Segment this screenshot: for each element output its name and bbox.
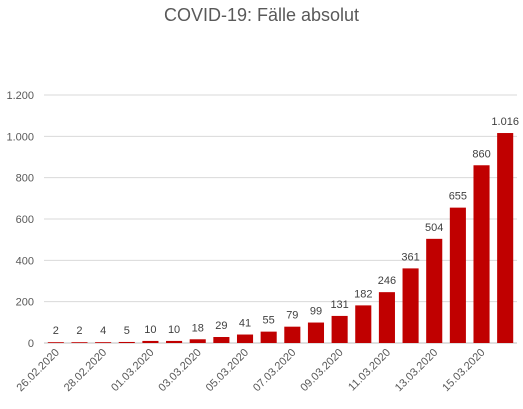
- data-label: 55: [263, 315, 275, 327]
- chart-title: COVID-19: Fälle absolut: [163, 5, 360, 25]
- y-tick-label: 800: [16, 173, 34, 185]
- data-label: 1.016: [491, 116, 519, 128]
- data-label: 655: [449, 191, 467, 203]
- bar: [189, 339, 206, 343]
- x-tick-label: 03.03.2020: [156, 347, 203, 394]
- bar: [71, 342, 88, 343]
- data-label: 131: [330, 299, 348, 311]
- x-tick-label: 09.03.2020: [298, 347, 345, 394]
- y-tick-label: 600: [16, 214, 34, 226]
- bar: [284, 326, 301, 343]
- y-tick-label: 200: [16, 297, 34, 309]
- bar: [47, 342, 64, 343]
- y-tick-label: 1.000: [6, 131, 34, 143]
- data-label: 5: [124, 325, 130, 337]
- bar: [331, 315, 348, 343]
- bar: [213, 337, 230, 343]
- bar: [260, 331, 277, 343]
- bar: [402, 268, 419, 343]
- data-label: 18: [192, 322, 204, 334]
- data-label: 2: [76, 325, 82, 337]
- bar: [95, 342, 112, 343]
- x-tick-label: 13.03.2020: [393, 347, 440, 394]
- data-label: 246: [378, 275, 396, 287]
- data-label: 4: [100, 325, 106, 337]
- bar: [473, 165, 490, 343]
- x-tick-label: 07.03.2020: [251, 347, 298, 394]
- data-label: 29: [215, 320, 227, 332]
- bar: [307, 322, 325, 343]
- data-label: 41: [239, 318, 251, 330]
- y-tick-label: 1.200: [6, 90, 34, 102]
- data-label: 361: [401, 251, 419, 263]
- data-label: 10: [144, 324, 156, 336]
- x-tick-label: 05.03.2020: [204, 347, 251, 394]
- x-tick-label: 15.03.2020: [440, 347, 487, 394]
- data-label: 182: [354, 288, 372, 300]
- x-tick-label: 26.02.2020: [15, 347, 62, 394]
- bar: [118, 341, 135, 343]
- bar: [426, 238, 443, 343]
- bar: [142, 340, 159, 343]
- bar: [378, 292, 395, 343]
- x-tick-label: 01.03.2020: [109, 347, 156, 394]
- bar: [497, 133, 514, 343]
- data-label: 79: [286, 310, 298, 322]
- data-label: 10: [168, 324, 180, 336]
- bar: [355, 305, 372, 343]
- x-tick-label: 28.02.2020: [62, 347, 109, 394]
- data-label: 504: [425, 222, 443, 234]
- data-label: 99: [310, 306, 322, 318]
- bar: [236, 334, 254, 343]
- bar: [449, 207, 466, 343]
- x-tick-label: 11.03.2020: [346, 347, 393, 394]
- data-label: 2: [53, 325, 59, 337]
- y-tick-label: 400: [16, 255, 34, 267]
- y-tick-label: 0: [28, 338, 34, 350]
- data-label: 860: [472, 148, 490, 160]
- bar: [166, 340, 183, 343]
